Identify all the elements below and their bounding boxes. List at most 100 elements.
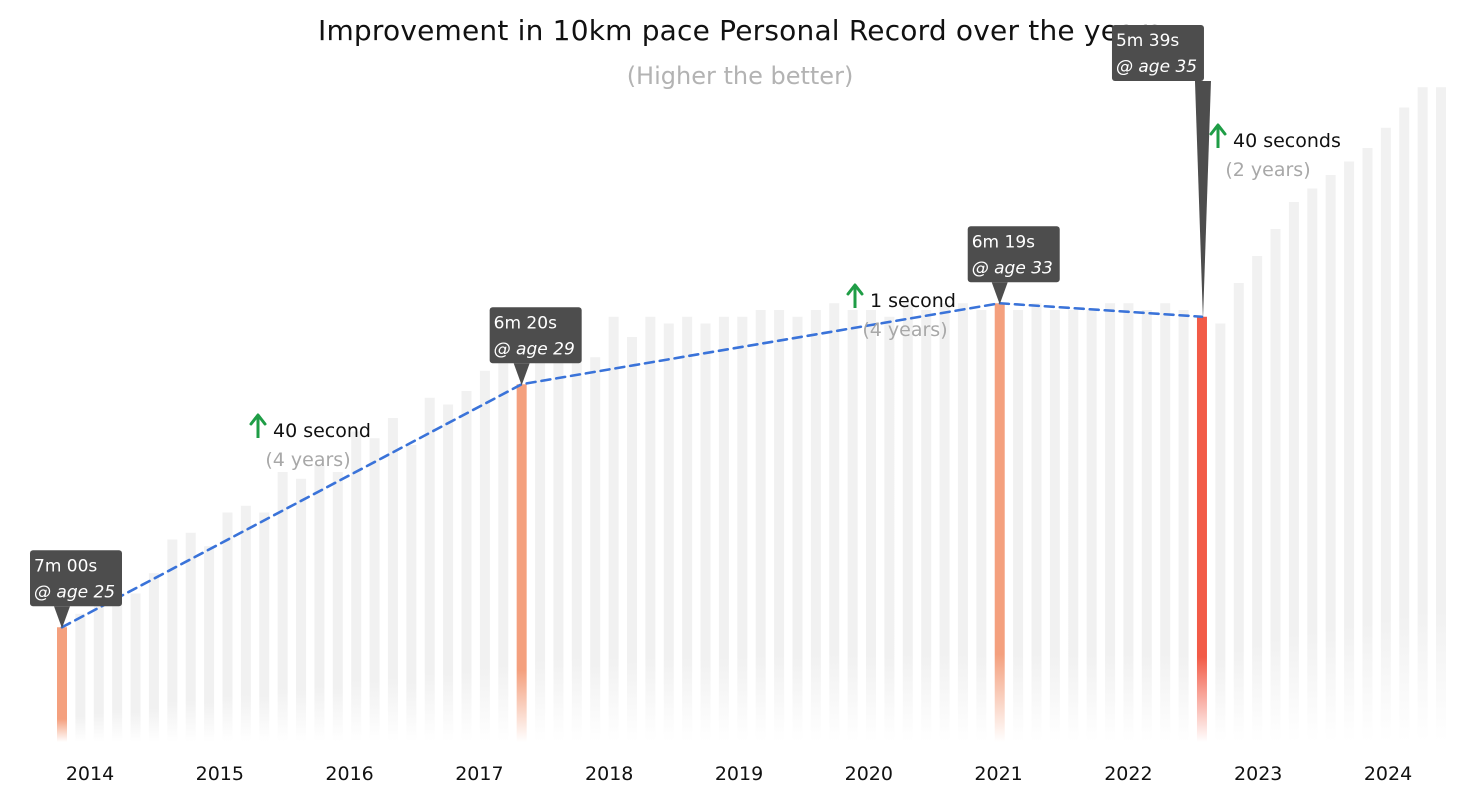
callout-age: @ age 25 <box>34 582 115 602</box>
bar <box>1049 310 1060 742</box>
bar <box>222 512 233 742</box>
bar <box>1233 283 1244 742</box>
bar <box>1436 87 1446 742</box>
bar <box>810 310 821 742</box>
bar <box>277 472 288 742</box>
annotation-text: 40 second <box>273 420 371 442</box>
up-arrow-icon <box>846 283 864 308</box>
callout-age: @ age 35 <box>1116 57 1197 77</box>
bar <box>406 445 417 742</box>
bar <box>645 316 656 742</box>
bar <box>957 303 968 742</box>
bar <box>829 303 840 742</box>
bar <box>682 316 693 742</box>
bars <box>57 87 1446 742</box>
x-tick-label: 2017 <box>455 763 503 785</box>
bar <box>792 316 803 742</box>
x-tick-label: 2018 <box>585 763 633 785</box>
bar <box>1031 303 1042 742</box>
bar <box>387 418 398 742</box>
highlighted-bar <box>516 384 527 742</box>
bar <box>590 357 601 742</box>
bar <box>1178 310 1189 742</box>
bar <box>369 438 380 742</box>
callout-pointer <box>1194 81 1211 320</box>
bar <box>314 465 325 742</box>
annotation-duration: (4 years) <box>265 449 350 471</box>
bar <box>498 357 509 742</box>
callout-pointer <box>513 363 530 386</box>
bar <box>1123 303 1134 742</box>
callout-pointer <box>991 282 1008 305</box>
bar <box>1270 229 1281 742</box>
x-tick-label: 2015 <box>196 763 244 785</box>
annotation-text: 40 seconds <box>1233 130 1341 152</box>
bar <box>535 330 546 742</box>
bar <box>737 316 748 742</box>
callout: 6m 19s @ age 33 <box>967 226 1060 305</box>
annotation-duration: (2 years) <box>1225 159 1310 181</box>
bar <box>1325 175 1336 742</box>
bar <box>130 593 141 742</box>
callout-box <box>489 307 582 364</box>
x-tick-label: 2014 <box>66 763 114 785</box>
callout: 5m 39s @ age 35 <box>1111 25 1211 320</box>
bar <box>1399 107 1410 742</box>
callout-pace: 7m 00s <box>34 556 97 576</box>
bar <box>884 316 895 742</box>
bar <box>1344 161 1355 742</box>
bar <box>167 539 178 742</box>
x-tick-label: 2016 <box>325 763 373 785</box>
bar <box>1160 303 1171 742</box>
callout: 6m 20s @ age 29 <box>489 307 582 386</box>
improvement-annotation: 40 seconds (2 years) <box>1209 123 1341 181</box>
bar <box>204 546 215 742</box>
bar <box>939 303 950 742</box>
x-tick-label: 2020 <box>845 763 893 785</box>
callout-pace: 6m 20s <box>494 313 557 333</box>
bar <box>240 505 251 742</box>
bar <box>479 370 490 742</box>
callout-age: @ age 33 <box>972 258 1053 278</box>
callout-age: @ age 29 <box>494 339 575 359</box>
improvement-annotation: 40 second (4 years) <box>249 413 371 471</box>
x-tick-label: 2024 <box>1364 763 1412 785</box>
x-tick-label: 2022 <box>1104 763 1152 785</box>
bar <box>1086 310 1097 742</box>
bar <box>1141 310 1152 742</box>
bar <box>148 573 159 742</box>
bar <box>424 397 435 742</box>
bar <box>1215 323 1226 742</box>
bar <box>1380 127 1391 742</box>
bar <box>902 303 913 742</box>
bar <box>976 310 987 742</box>
bar <box>112 580 123 742</box>
bar <box>571 316 582 742</box>
callout-pace: 6m 19s <box>972 232 1035 252</box>
bar <box>332 472 343 742</box>
up-arrow-icon <box>1209 123 1227 148</box>
bar <box>1068 310 1079 742</box>
annotation-duration: (4 years) <box>862 319 947 341</box>
bar <box>1362 148 1373 742</box>
improvement-annotation: 1 second (4 years) <box>846 283 956 341</box>
highlighted-bar <box>994 303 1005 742</box>
bar <box>1252 256 1263 742</box>
bar <box>1105 303 1116 742</box>
bar <box>755 310 766 742</box>
bar <box>1307 188 1318 742</box>
bar <box>626 337 637 742</box>
trend-line <box>60 301 1204 629</box>
chart-title: Improvement in 10km pace Personal Record… <box>318 14 1162 47</box>
bar <box>93 600 104 742</box>
bar <box>1013 310 1024 742</box>
x-tick-label: 2023 <box>1234 763 1282 785</box>
bar <box>185 532 196 742</box>
bar <box>866 310 877 742</box>
callout-pace: 5m 39s <box>1116 31 1179 51</box>
bar <box>75 613 86 742</box>
bar <box>351 431 362 742</box>
callout-box <box>1111 25 1204 81</box>
annotation-text: 1 second <box>870 290 956 312</box>
